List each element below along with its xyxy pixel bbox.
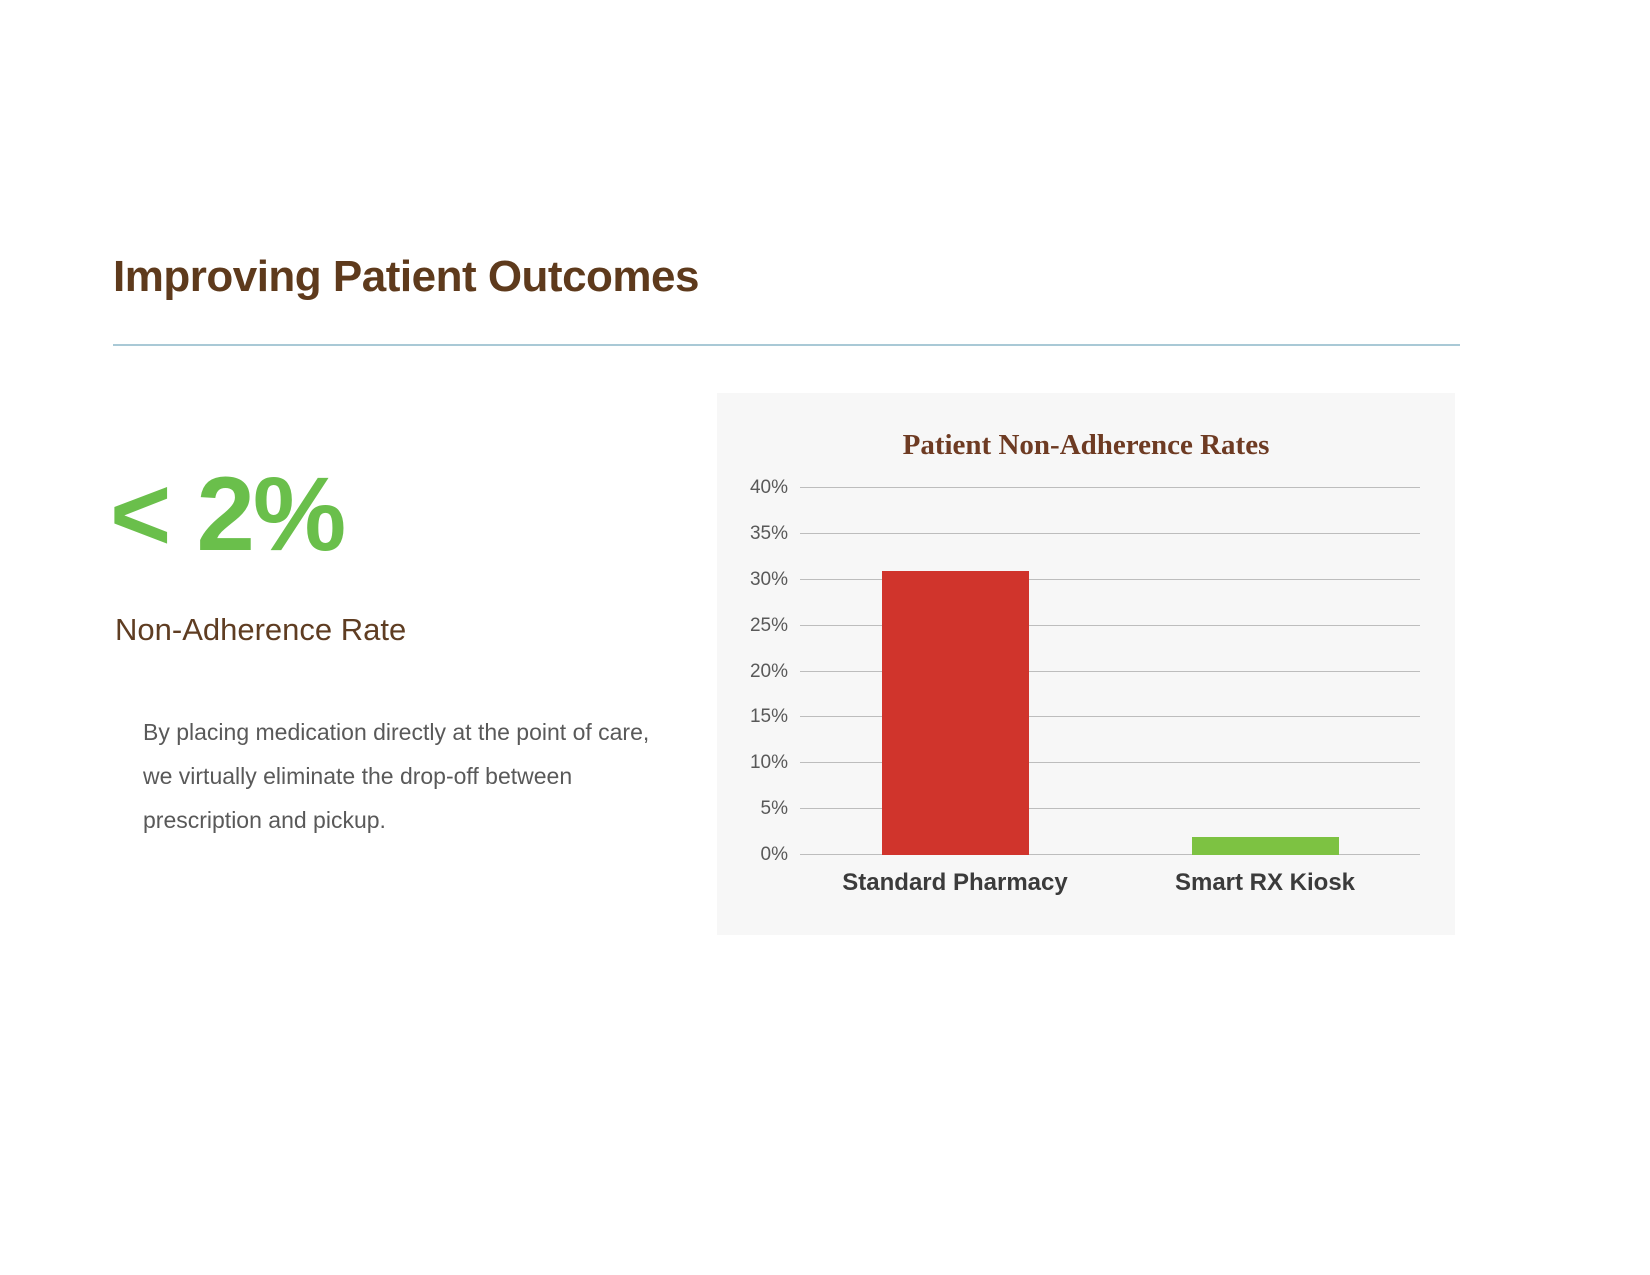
- stat-description: By placing medication directly at the po…: [143, 719, 650, 833]
- gridline: [800, 578, 1420, 580]
- y-axis-tick-label: 5%: [760, 798, 788, 820]
- gridline: [800, 670, 1420, 672]
- y-axis-tick-label: 40%: [749, 477, 788, 498]
- x-axis-category-label: Smart RX Kiosk: [1174, 869, 1356, 896]
- title-divider-line: [113, 344, 1460, 346]
- x-axis-category-label: Standard Pharmacy: [842, 869, 1068, 896]
- chart-title: Patient Non-Adherence Rates: [902, 429, 1270, 461]
- y-axis-tick-label: 15%: [749, 706, 788, 728]
- gridline: [800, 716, 1420, 718]
- gridline: [800, 532, 1420, 534]
- stat-label: Non-Adherence Rate: [115, 612, 407, 647]
- gridline: [800, 762, 1420, 764]
- bar-standard-pharmacy: [882, 570, 1029, 855]
- gridline: [800, 624, 1420, 626]
- y-axis-tick-label: 35%: [749, 522, 788, 544]
- page-title: Improving Patient Outcomes: [113, 252, 699, 301]
- y-axis-tick-label: 10%: [749, 752, 788, 774]
- gridline: [800, 487, 1420, 488]
- y-axis-tick-label: 0%: [760, 844, 788, 865]
- chart-panel: Patient Non-Adherence Rates 0% 5% 10% 15% 20…: [717, 393, 1455, 935]
- y-axis-tick-label: 30%: [749, 568, 788, 590]
- y-axis-tick-label: 25%: [749, 614, 788, 636]
- stat-value: < 2%: [110, 456, 346, 573]
- y-axis-tick-label: 20%: [749, 660, 788, 682]
- gridline: [800, 808, 1420, 810]
- plot-area: 0% 5% 10% 15% 20% 25% 30% 35% 40% Standard Pharma…: [750, 477, 1420, 896]
- bar-smart-rx-kiosk: [1192, 836, 1339, 855]
- gridline: [800, 854, 1420, 855]
